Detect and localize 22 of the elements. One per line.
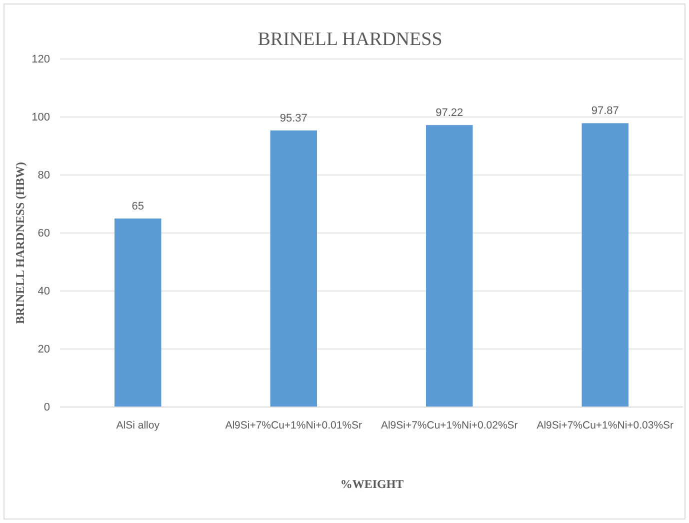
data-label: 95.37: [280, 112, 308, 124]
y-axis-title: BRINELL HARDNESS (HBW): [13, 162, 27, 324]
data-label: 97.87: [591, 105, 619, 118]
bar: [270, 130, 317, 407]
y-tick-label: 100: [32, 112, 50, 124]
y-tick-label: 40: [38, 286, 50, 298]
y-tick-label: 60: [38, 228, 50, 240]
bar: [426, 125, 473, 407]
y-tick-label: 80: [38, 170, 50, 182]
x-tick-label: AlSi alloy: [116, 419, 160, 432]
y-tick-label: 0: [44, 402, 50, 414]
x-tick-label: Al9Si+7%Cu+1%Ni+0.01%Sr: [225, 419, 363, 432]
x-tick-label: Al9Si+7%Cu+1%Ni+0.02%Sr: [380, 419, 518, 432]
y-tick-label: 120: [32, 54, 50, 66]
data-label: 97.22: [436, 107, 464, 120]
x-axis-title: %WEIGHT: [340, 477, 404, 491]
bar: [582, 123, 628, 407]
data-label: 65: [132, 200, 144, 212]
bar: [114, 218, 162, 407]
chart-title: BRINELL HARDNESS: [258, 29, 442, 50]
y-tick-label: 20: [38, 344, 50, 356]
x-tick-label: Al9Si+7%Cu+1%Ni+0.03%Sr: [536, 419, 674, 432]
